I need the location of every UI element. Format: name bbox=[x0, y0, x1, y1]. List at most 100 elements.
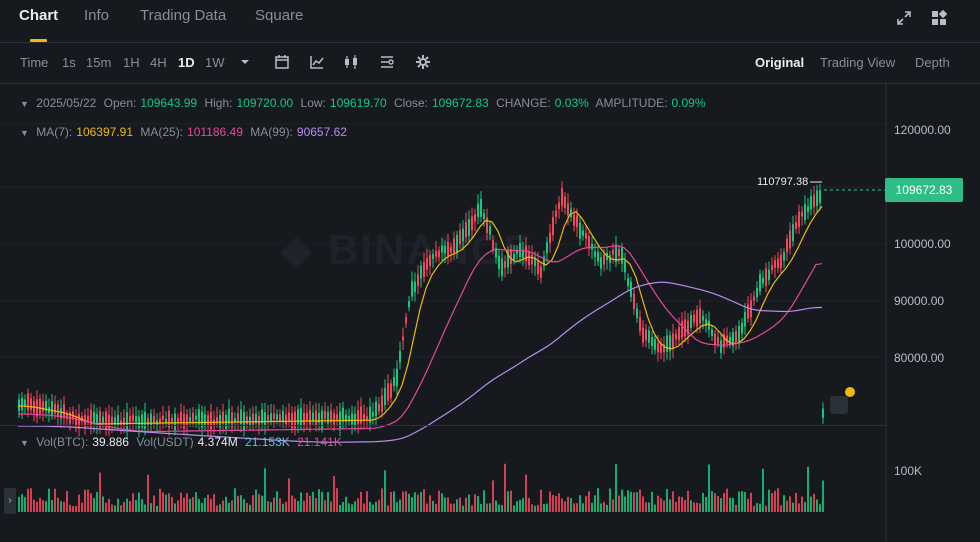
collapse-caret-icon[interactable]: ▼ bbox=[20, 99, 29, 109]
candle-body bbox=[765, 268, 767, 286]
candle-body bbox=[39, 398, 41, 414]
candle-body bbox=[753, 296, 755, 301]
timeframe-1h[interactable]: 1H bbox=[123, 55, 140, 70]
volume-bar bbox=[552, 494, 554, 512]
volume-bar bbox=[561, 498, 563, 512]
candle-body bbox=[747, 304, 749, 319]
timeframe-15m[interactable]: 15m bbox=[86, 55, 112, 70]
volume-bar bbox=[318, 489, 320, 512]
volume-bar bbox=[231, 500, 233, 512]
volume-bar bbox=[729, 497, 731, 512]
volume-bar bbox=[441, 493, 443, 512]
volume-bar bbox=[816, 499, 818, 512]
candle-body bbox=[819, 190, 821, 203]
candle-body bbox=[66, 414, 68, 419]
candle-body bbox=[123, 417, 125, 427]
tab-info[interactable]: Info bbox=[84, 7, 110, 24]
indicator-icon[interactable] bbox=[309, 54, 325, 70]
candle-body bbox=[576, 215, 578, 228]
volume-bar bbox=[351, 504, 353, 512]
view-depth[interactable]: Depth bbox=[915, 55, 950, 70]
volume-bar bbox=[516, 501, 518, 512]
candle-body bbox=[99, 411, 101, 428]
candle-body bbox=[87, 415, 89, 422]
volume-bar bbox=[234, 488, 236, 512]
candle-body bbox=[318, 413, 320, 423]
volume-bar bbox=[801, 496, 803, 512]
amplitude-value: 0.09% bbox=[671, 96, 706, 110]
timeframe-4h[interactable]: 4H bbox=[150, 55, 167, 70]
layout-grid-icon[interactable] bbox=[931, 10, 947, 26]
candle-body bbox=[321, 410, 323, 429]
candle-body bbox=[243, 412, 245, 431]
volume-bar bbox=[684, 499, 686, 512]
volume-bar bbox=[429, 495, 431, 512]
candle-body bbox=[573, 214, 575, 226]
candle-body bbox=[315, 410, 317, 426]
price-chart[interactable] bbox=[0, 84, 980, 542]
view-trading-view[interactable]: Trading View bbox=[820, 55, 896, 70]
volume-bar bbox=[261, 495, 263, 512]
volume-bar bbox=[258, 494, 260, 512]
volume-bar bbox=[210, 498, 212, 512]
candle-body bbox=[339, 411, 341, 429]
candle-body bbox=[309, 409, 311, 426]
candle-body bbox=[129, 416, 131, 422]
view-original[interactable]: Original bbox=[755, 55, 805, 70]
tab-square[interactable]: Square bbox=[255, 7, 304, 24]
volume-bar bbox=[312, 491, 314, 512]
volume-bar bbox=[714, 493, 716, 512]
candle-body bbox=[51, 401, 53, 416]
tab-chart[interactable]: Chart bbox=[19, 7, 59, 24]
volume-bar bbox=[498, 504, 500, 512]
candle-body bbox=[789, 230, 791, 249]
ma25-line bbox=[17, 245, 823, 433]
candle-body bbox=[432, 254, 434, 260]
volume-bar bbox=[648, 502, 650, 512]
ma-collapse-caret-icon[interactable]: ▼ bbox=[20, 128, 29, 138]
volume-bar bbox=[309, 495, 311, 512]
expand-left-icon[interactable]: › bbox=[4, 488, 16, 514]
candle-body bbox=[255, 413, 257, 424]
timeframe-dropdown-icon[interactable] bbox=[240, 57, 250, 67]
candle-body bbox=[564, 196, 566, 209]
volume-bar bbox=[504, 463, 506, 512]
candle-body bbox=[804, 204, 806, 221]
volume-collapse-caret-icon[interactable]: ▼ bbox=[20, 438, 29, 448]
volume-bar bbox=[42, 500, 44, 512]
timeframe-1d[interactable]: 1D bbox=[178, 55, 195, 70]
gear-icon[interactable] bbox=[415, 54, 431, 70]
candle-body bbox=[795, 222, 797, 229]
timeframe-1s[interactable]: 1s bbox=[62, 55, 76, 70]
time-label[interactable]: Time bbox=[20, 55, 49, 70]
candlestick-icon[interactable] bbox=[343, 54, 359, 70]
volume-bar bbox=[408, 493, 410, 512]
note-badge-icon[interactable] bbox=[830, 396, 848, 414]
volume-bar bbox=[177, 500, 179, 512]
volume-bar bbox=[585, 496, 587, 512]
candle-body bbox=[108, 414, 110, 429]
tab-trading-data[interactable]: Trading Data bbox=[140, 7, 227, 24]
volume-bar bbox=[39, 497, 41, 512]
expand-icon[interactable] bbox=[896, 10, 912, 26]
vol-btc-value: 39.886 bbox=[92, 435, 129, 449]
candle-body bbox=[165, 418, 167, 424]
candle-body bbox=[63, 404, 65, 419]
calendar-icon[interactable] bbox=[274, 54, 290, 70]
volume-bar bbox=[339, 504, 341, 512]
volume-bar bbox=[417, 494, 419, 512]
volume-bar bbox=[678, 496, 680, 512]
chart-settings-icon[interactable] bbox=[379, 54, 395, 70]
candle-body bbox=[669, 335, 671, 352]
candle-body bbox=[264, 412, 266, 427]
low-label: Low: bbox=[300, 96, 326, 110]
timeframe-1w[interactable]: 1W bbox=[205, 55, 225, 70]
candle-body bbox=[597, 251, 599, 262]
ma99-label: MA(99): bbox=[250, 125, 293, 139]
volume-bar bbox=[105, 502, 107, 512]
volume-bar bbox=[324, 500, 326, 512]
candle-body bbox=[459, 230, 461, 245]
candle-body bbox=[366, 416, 368, 421]
candle-body bbox=[510, 249, 512, 264]
candle-body bbox=[249, 416, 251, 426]
